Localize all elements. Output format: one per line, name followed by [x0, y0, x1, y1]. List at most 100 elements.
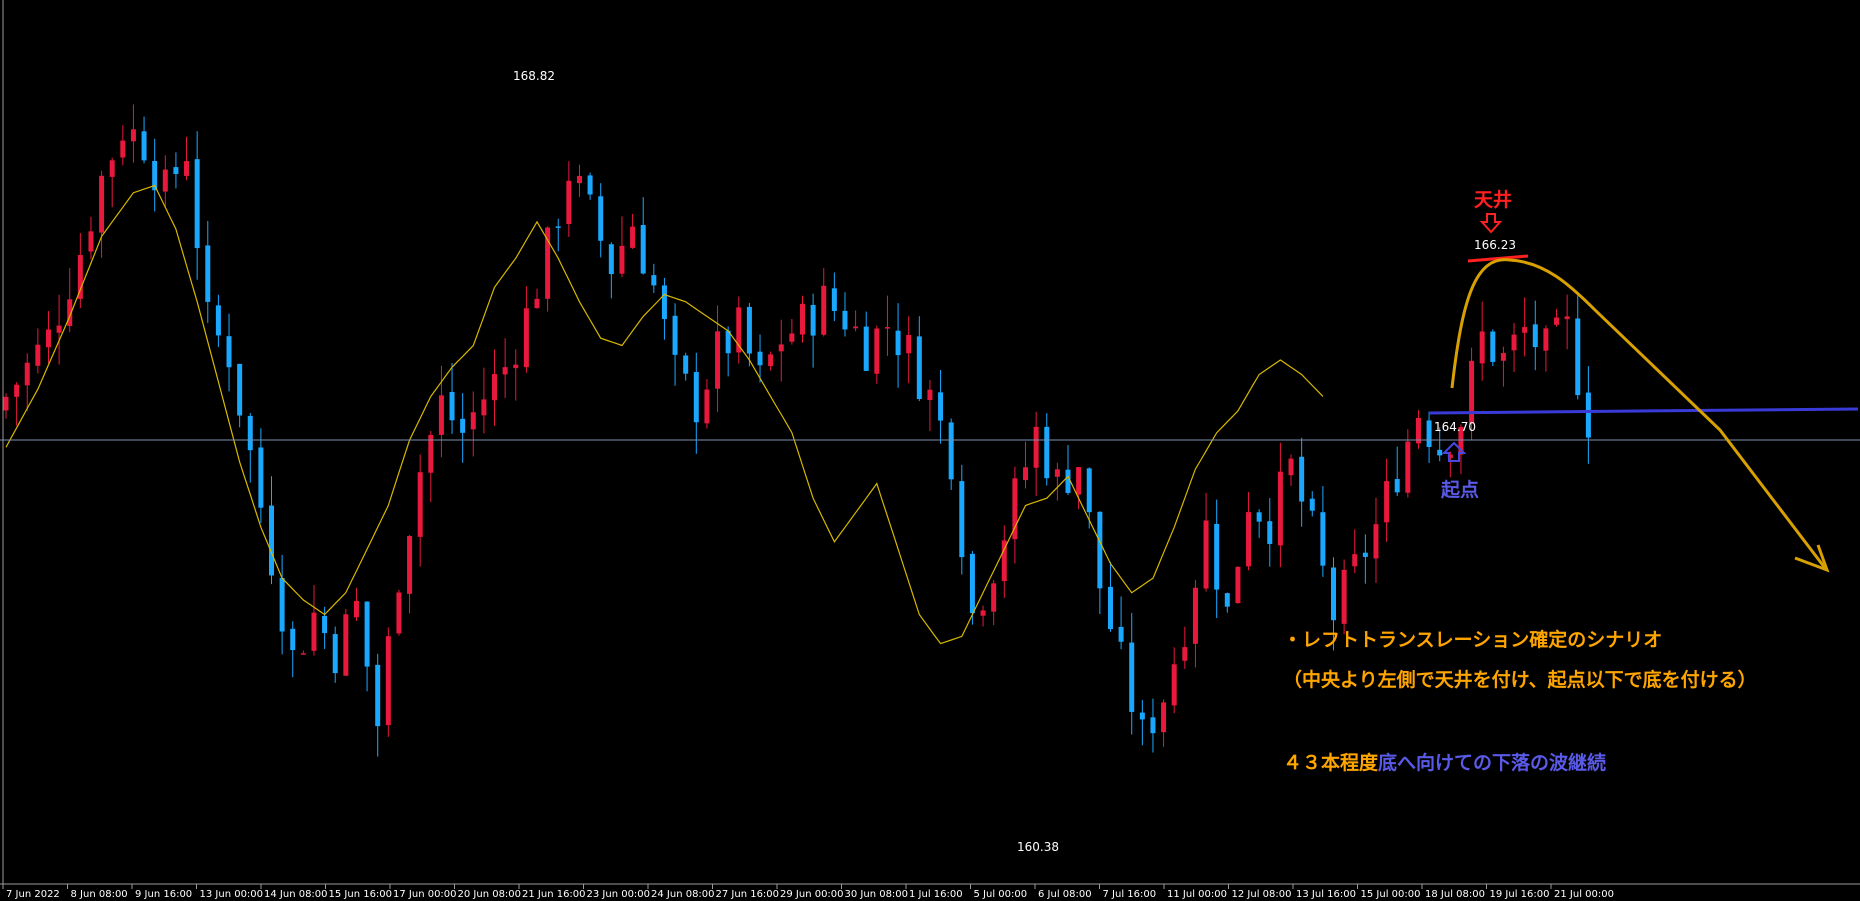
start-level-line: [1429, 407, 1859, 415]
candle-bear: [693, 372, 699, 423]
candle-bull: [736, 307, 742, 353]
candle-bear: [1097, 511, 1103, 589]
candle-bear: [460, 418, 466, 433]
candle-bear: [1267, 521, 1273, 544]
candle-bull: [1352, 554, 1358, 567]
candle-bear: [640, 224, 646, 274]
candle-bull: [502, 367, 508, 375]
price-label-top: 166.23: [1474, 238, 1516, 252]
moving-average-line: [5, 184, 1324, 645]
candle-bull: [438, 395, 444, 435]
candle-bear: [1299, 456, 1305, 502]
candle-bull: [715, 331, 721, 389]
candle-bear: [672, 315, 678, 355]
candle-bull: [1182, 647, 1188, 661]
candle-bull: [1246, 512, 1252, 567]
candle-bear: [247, 415, 253, 451]
candle-bull: [1288, 458, 1294, 476]
candle-bull: [109, 160, 115, 177]
candle-bull: [1373, 524, 1379, 559]
candle-bull: [184, 161, 190, 176]
count-text: ４３本程度: [1283, 752, 1379, 774]
candle-bull: [35, 344, 41, 366]
candle-bull: [120, 140, 126, 158]
candle-bear: [237, 363, 243, 416]
hand-drawn-arc: [1450, 258, 1827, 569]
candle-bull: [884, 327, 890, 329]
candle-bull: [396, 592, 402, 634]
candle-bear: [863, 326, 869, 371]
candle-bear: [831, 288, 837, 311]
candle-bull: [513, 364, 519, 369]
candle-bull: [1001, 540, 1007, 582]
down-arrow-icon: [1480, 213, 1502, 234]
x-tick-label: 30 Jun 08:00: [845, 889, 909, 900]
candle-bear: [1139, 712, 1145, 720]
candle-bull: [1564, 316, 1570, 320]
candle-bull: [343, 614, 349, 676]
candle-bear: [1490, 331, 1496, 362]
candle-bull: [1076, 467, 1082, 495]
candle-bear: [916, 336, 922, 400]
candle-bear: [269, 505, 274, 576]
x-tick-label: 1 Jul 16:00: [909, 889, 963, 900]
candle-bull: [1023, 467, 1029, 481]
candle-bear: [598, 196, 604, 241]
candle-bull: [67, 299, 73, 326]
candle-bull: [566, 180, 572, 225]
candle-bull: [428, 434, 434, 473]
x-tick-label: 15 Jul 00:00: [1361, 889, 1421, 900]
candle-bear: [1437, 449, 1443, 456]
candle-bull: [1277, 471, 1283, 546]
candle-bear: [661, 285, 667, 320]
up-arrow-icon: [1442, 441, 1466, 462]
candle-bear: [969, 553, 975, 614]
candle-bear: [152, 160, 158, 191]
x-tick-label: 7 Jul 16:00: [1103, 889, 1157, 900]
candle-bear: [1320, 512, 1326, 566]
candle-bull: [99, 175, 105, 233]
candle-bear: [1214, 524, 1220, 590]
candle-bear: [1362, 552, 1368, 557]
candle-bull: [1384, 481, 1390, 523]
candle-bull: [88, 231, 94, 252]
candle-bull: [162, 169, 168, 192]
x-tick-label: 14 Jun 08:00: [264, 889, 328, 900]
candle-bull: [778, 344, 784, 352]
candle-bear: [587, 175, 593, 195]
candle-bear: [959, 481, 965, 558]
candle-bull: [353, 600, 359, 618]
candle-bull: [1500, 353, 1506, 361]
candle-bull: [56, 325, 62, 333]
candle-bear: [226, 336, 232, 368]
candle-bear: [279, 577, 285, 632]
candle-bull: [534, 298, 540, 309]
candle-bull: [1469, 360, 1475, 424]
price-label-low: 160.38: [1017, 840, 1059, 854]
candle-bear: [1150, 717, 1156, 734]
candle-bull: [1033, 426, 1039, 468]
candle-bear: [258, 447, 264, 508]
candle-bull: [77, 255, 83, 299]
candle-bull: [576, 175, 582, 184]
candle-bull: [1479, 331, 1485, 364]
x-tick-label: 19 Jul 16:00: [1490, 889, 1550, 900]
price-label-high: 168.82: [513, 69, 555, 83]
x-tick-label: 21 Jul 00:00: [1554, 889, 1614, 900]
candle-bull: [1192, 587, 1198, 644]
candle-bull: [3, 396, 9, 411]
candle-bear: [205, 245, 211, 302]
candle-bull: [1458, 426, 1464, 455]
candle-bull: [1161, 702, 1167, 733]
candle-bull: [800, 303, 805, 335]
candle-bear: [948, 422, 954, 480]
x-tick-label: 23 Jun 00:00: [587, 889, 651, 900]
candle-bear: [449, 391, 455, 421]
x-tick-label: 20 Jun 08:00: [458, 889, 522, 900]
candle-bull: [470, 412, 476, 430]
candle-bear: [1044, 426, 1050, 479]
candle-bull: [906, 334, 912, 354]
x-tick-label: 6 Jul 08:00: [1038, 889, 1092, 900]
candle-bear: [141, 131, 147, 161]
